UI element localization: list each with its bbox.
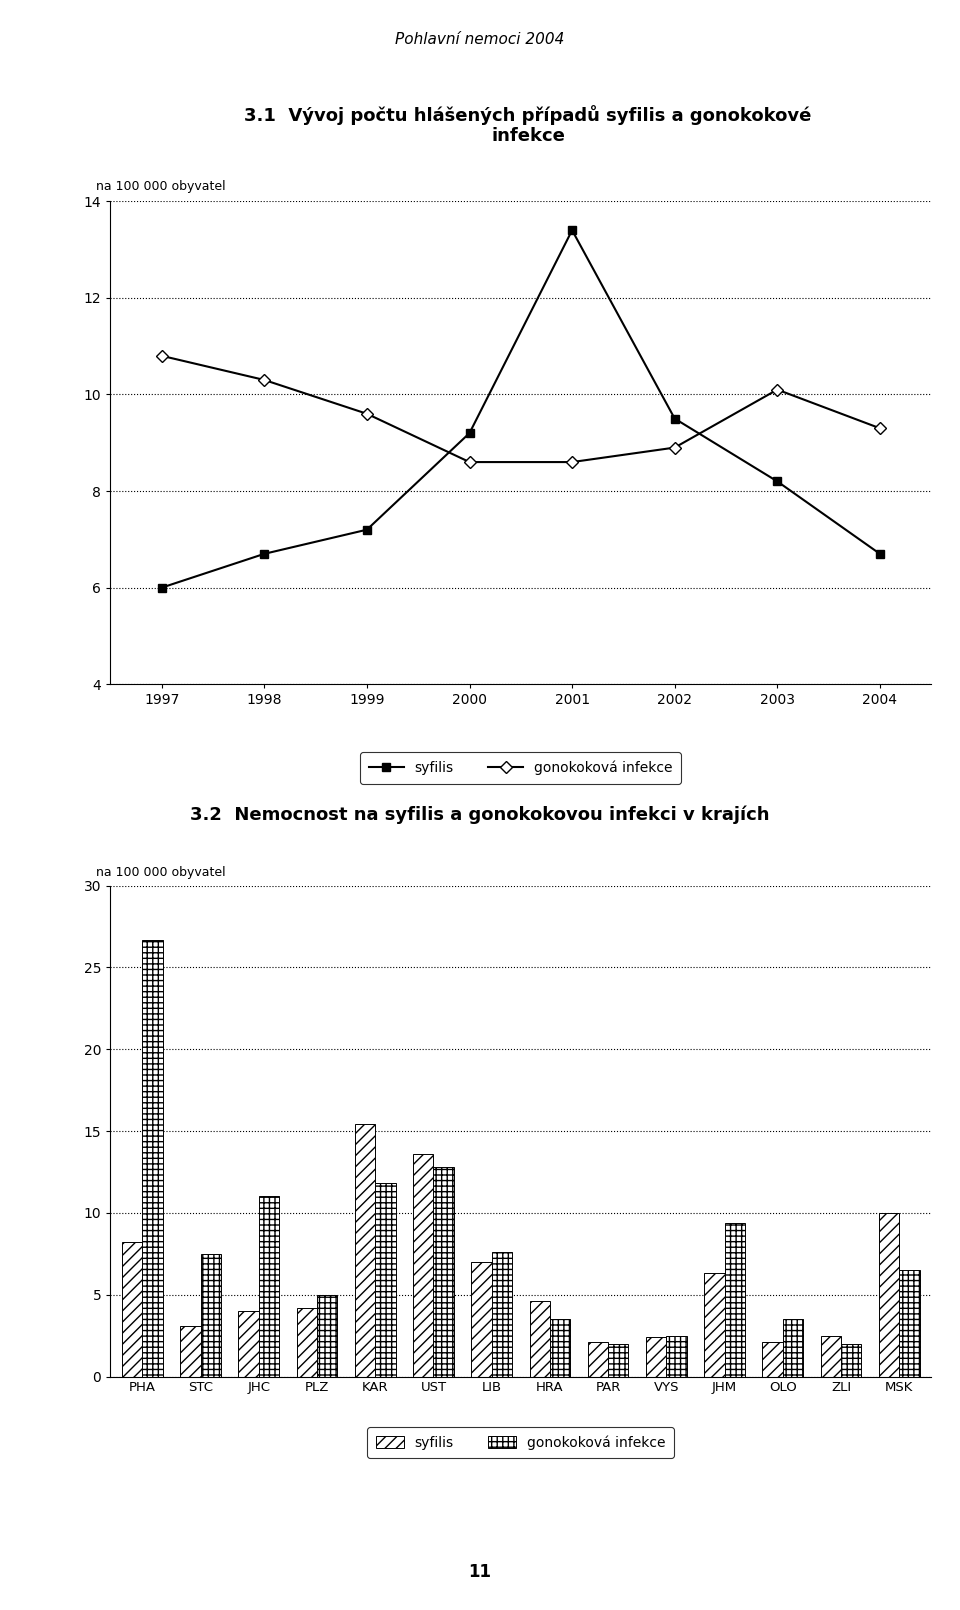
Bar: [122, 1243, 142, 1377]
Text: na 100 000 obyvatel: na 100 000 obyvatel: [96, 866, 226, 879]
Bar: [530, 1301, 550, 1377]
Bar: [492, 1253, 512, 1377]
Bar: [588, 1343, 608, 1377]
Bar: [762, 1343, 782, 1377]
Bar: [841, 1344, 861, 1377]
Bar: [180, 1325, 201, 1377]
Bar: [317, 1294, 337, 1377]
Text: na 100 000 obyvatel: na 100 000 obyvatel: [96, 180, 226, 193]
Bar: [550, 1319, 570, 1377]
Bar: [705, 1274, 725, 1377]
Bar: [878, 1212, 900, 1377]
Bar: [471, 1262, 492, 1377]
Bar: [900, 1270, 920, 1377]
Legend: syfilis, gonokoková infekce: syfilis, gonokoková infekce: [360, 752, 682, 784]
Bar: [725, 1222, 745, 1377]
Bar: [238, 1311, 259, 1377]
Text: 3.1  Vývoj počtu hlášených případů syfilis a gonokokové
infekce: 3.1 Vývoj počtu hlášených případů syfili…: [244, 105, 812, 145]
Text: 3.2  Nemocnost na syfilis a gonokokovou infekci v krajích: 3.2 Nemocnost na syfilis a gonokokovou i…: [190, 805, 770, 823]
Bar: [375, 1183, 396, 1377]
Bar: [259, 1196, 279, 1377]
Bar: [608, 1344, 629, 1377]
Legend: syfilis, gonokoková infekce: syfilis, gonokoková infekce: [368, 1426, 674, 1459]
Bar: [646, 1338, 666, 1377]
Text: 11: 11: [468, 1563, 492, 1581]
Bar: [782, 1319, 804, 1377]
Bar: [297, 1307, 317, 1377]
Bar: [142, 940, 163, 1377]
Bar: [355, 1124, 375, 1377]
Bar: [821, 1336, 841, 1377]
Bar: [201, 1254, 221, 1377]
Text: Pohlavní nemoci 2004: Pohlavní nemoci 2004: [396, 32, 564, 47]
Bar: [666, 1336, 686, 1377]
Bar: [434, 1167, 454, 1377]
Bar: [413, 1154, 434, 1377]
